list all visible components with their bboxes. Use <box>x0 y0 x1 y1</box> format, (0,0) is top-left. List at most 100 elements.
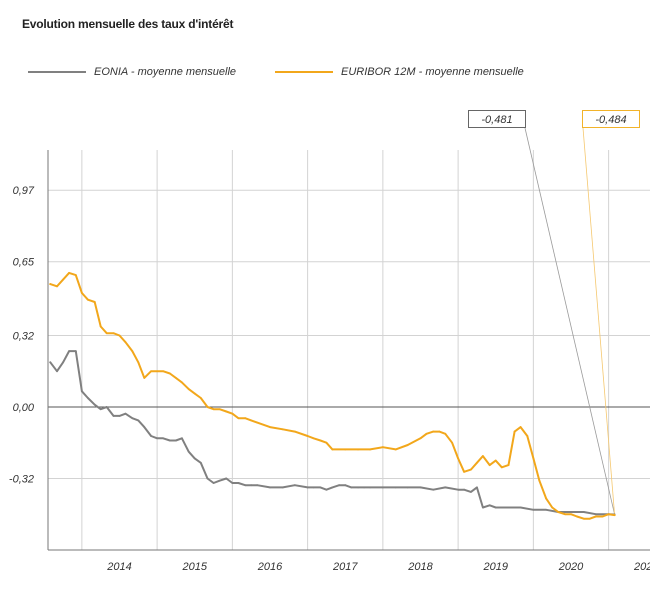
data-point-eonia <box>156 437 159 440</box>
data-point-euribor <box>231 412 234 415</box>
legend-item-eonia[interactable]: EONIA - moyenne mensuelle <box>28 64 236 80</box>
data-point-euribor <box>432 430 435 433</box>
data-point-euribor <box>607 513 610 516</box>
data-point-euribor <box>169 372 171 375</box>
data-point-eonia <box>444 486 447 489</box>
data-point-euribor <box>49 283 52 285</box>
data-point-eonia <box>49 361 52 364</box>
callout-leader-lines <box>524 127 616 516</box>
data-point-euribor <box>137 361 140 364</box>
data-point-eonia <box>494 506 497 509</box>
data-point-eonia <box>86 397 89 399</box>
legend-label-eonia: EONIA - moyenne mensuelle <box>94 66 237 78</box>
data-point-euribor <box>112 332 115 335</box>
data-point-euribor <box>457 457 460 460</box>
data-point-eonia <box>457 488 460 491</box>
data-point-euribor <box>551 506 554 509</box>
data-point-euribor <box>68 272 70 274</box>
data-point-eonia <box>394 486 397 489</box>
data-point-euribor <box>463 470 466 473</box>
callout-leader-eonia <box>524 127 616 515</box>
data-point-euribor <box>545 497 548 500</box>
data-point-euribor <box>513 430 516 433</box>
data-point-euribor <box>225 410 228 413</box>
data-point-euribor <box>588 517 591 520</box>
data-point-euribor <box>237 417 240 420</box>
x-tick-label: 2021 <box>633 561 650 573</box>
data-point-euribor <box>293 430 296 433</box>
data-point-euribor <box>193 392 196 395</box>
data-point-eonia <box>470 490 472 493</box>
data-point-euribor <box>381 446 384 449</box>
legend-item-euribor[interactable]: EURIBOR 12M - moyenne mensuelle <box>275 64 524 80</box>
data-point-euribor <box>526 435 529 437</box>
data-point-eonia <box>432 488 435 491</box>
data-point-eonia <box>319 486 322 489</box>
data-point-euribor <box>105 332 108 335</box>
data-point-euribor <box>369 448 371 451</box>
data-point-euribor <box>175 377 177 379</box>
chart-title: Evolution mensuelle des taux d'intérêt <box>22 17 234 31</box>
data-point-eonia <box>331 486 334 489</box>
data-point-eonia <box>312 486 315 489</box>
data-point-eonia <box>406 486 409 489</box>
data-point-eonia <box>56 370 58 373</box>
data-point-eonia <box>306 486 309 489</box>
data-point-euribor <box>62 278 64 281</box>
data-point-eonia <box>532 508 535 511</box>
axes <box>47 150 650 551</box>
data-point-eonia <box>193 457 196 460</box>
data-point-euribor <box>206 406 209 408</box>
data-point-euribor <box>99 325 102 328</box>
data-point-euribor <box>476 461 478 464</box>
data-point-eonia <box>80 390 83 393</box>
data-point-eonia <box>93 403 96 406</box>
data-point-euribor <box>124 341 127 344</box>
data-point-eonia <box>293 484 296 487</box>
data-point-euribor <box>519 426 522 428</box>
data-point-eonia <box>500 506 503 509</box>
data-point-euribor <box>494 459 497 462</box>
data-point-euribor <box>564 513 566 516</box>
data-point-eonia <box>338 484 341 487</box>
data-point-eonia <box>570 511 572 513</box>
data-point-euribor <box>488 464 491 466</box>
data-point-eonia <box>507 506 510 509</box>
data-point-eonia <box>137 419 140 422</box>
data-point-euribor <box>281 428 284 431</box>
y-tick-label: 0,32 <box>13 330 34 342</box>
data-point-euribor <box>406 444 409 446</box>
data-point-eonia <box>237 482 240 484</box>
data-point-euribor <box>250 419 253 422</box>
data-point-eonia <box>105 406 108 408</box>
data-point-euribor <box>582 517 585 520</box>
data-point-eonia <box>256 484 259 487</box>
data-point-euribor <box>470 468 472 471</box>
data-point-euribor <box>56 285 58 288</box>
data-point-eonia <box>206 477 209 480</box>
data-point-euribor <box>570 513 572 516</box>
x-tick-label: 2017 <box>332 561 358 573</box>
data-point-eonia <box>231 482 234 484</box>
data-point-eonia <box>150 435 152 437</box>
data-point-euribor <box>344 448 347 451</box>
data-point-euribor <box>181 381 183 384</box>
data-point-eonia <box>357 486 359 489</box>
data-point-euribor <box>425 432 428 435</box>
data-point-eonia <box>545 508 548 511</box>
data-point-eonia <box>350 486 353 489</box>
data-point-euribor <box>325 441 328 444</box>
data-point-eonia <box>344 484 347 487</box>
callout-eonia-last-value: -0,481 <box>468 110 526 128</box>
data-point-euribor <box>331 448 334 451</box>
series-lines <box>49 271 616 520</box>
data-point-eonia <box>244 484 247 487</box>
data-point-euribor <box>451 441 453 444</box>
data-point-eonia <box>482 506 484 509</box>
data-point-eonia <box>131 417 134 420</box>
series-line-euribor <box>49 271 616 520</box>
data-point-euribor <box>482 455 484 458</box>
data-point-eonia <box>112 415 115 417</box>
data-point-euribor <box>500 466 503 469</box>
data-point-eonia <box>225 477 228 480</box>
